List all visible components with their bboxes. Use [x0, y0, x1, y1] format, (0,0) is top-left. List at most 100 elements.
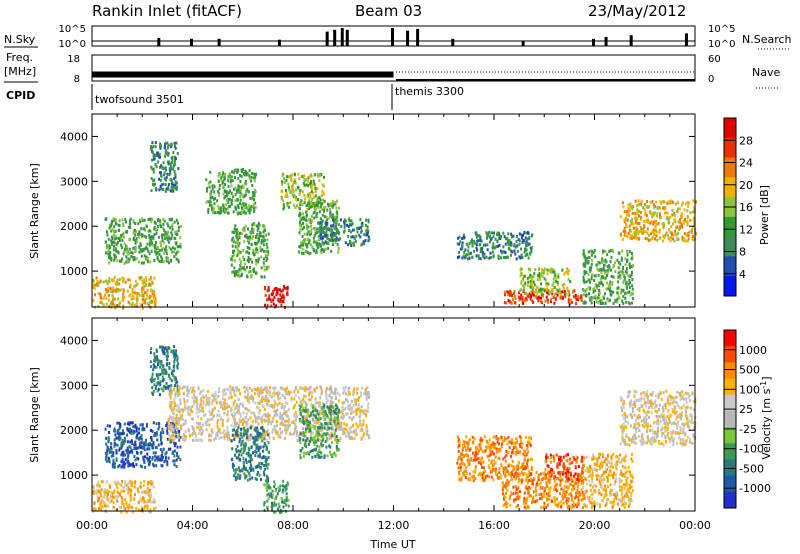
heatmap-cell [262, 230, 265, 234]
heatmap-cell [171, 155, 174, 159]
heatmap-cell [239, 264, 242, 267]
heatmap-cell [338, 420, 341, 424]
heatmap-cell [478, 256, 480, 260]
heatmap-cell [144, 235, 147, 239]
heatmap-cell [339, 436, 342, 440]
heatmap-cell [155, 241, 157, 245]
heatmap-cell [319, 243, 322, 246]
heatmap-cell [162, 345, 164, 349]
heatmap-cell [151, 167, 154, 171]
heatmap-cell [267, 399, 270, 403]
heatmap-cell [251, 171, 254, 175]
heatmap-cell [166, 437, 169, 441]
heatmap-cell [186, 385, 189, 389]
heatmap-cell [308, 206, 311, 210]
heatmap-cell [152, 507, 155, 511]
heatmap-cell [146, 258, 149, 261]
heatmap-cell [221, 407, 224, 411]
noise-bar [684, 33, 688, 46]
heatmap-cell [363, 392, 366, 396]
heatmap-cell [332, 218, 334, 222]
heatmap-cell [135, 301, 138, 305]
heatmap-cell [177, 409, 180, 413]
heatmap-cell [256, 241, 258, 245]
heatmap-cell [554, 273, 557, 277]
heatmap-cell [100, 494, 103, 498]
heatmap-cell [154, 187, 157, 190]
heatmap-cell [158, 152, 161, 156]
cpid-segment-1: twofsound 3501 [95, 93, 184, 106]
heatmap-cell [609, 282, 612, 286]
heatmap-cell [264, 253, 267, 257]
heatmap-cell [319, 198, 322, 202]
heatmap-cell [319, 217, 322, 221]
heatmap-cell [100, 480, 103, 484]
heatmap-cell [121, 222, 124, 226]
heatmap-cell [118, 218, 121, 222]
heatmap-cell [467, 245, 470, 249]
heatmap-cell [214, 211, 217, 215]
heatmap-cell [342, 391, 345, 395]
heatmap-cell [212, 197, 215, 201]
heatmap-cell [191, 417, 194, 421]
heatmap-cell [553, 301, 556, 305]
heatmap-cell [629, 281, 631, 285]
heatmap-cell [217, 190, 220, 194]
heatmap-cell [297, 185, 300, 189]
heatmap-cell [537, 299, 540, 303]
heatmap-cell [209, 170, 212, 174]
heatmap-cell [614, 270, 617, 273]
heatmap-cell [173, 377, 176, 381]
heatmap-cell [561, 290, 564, 294]
heatmap-cell [520, 271, 523, 275]
heatmap-cell [139, 464, 142, 468]
heatmap-cell [665, 217, 668, 221]
heatmap-cell [321, 219, 324, 223]
heatmap-cell [628, 279, 631, 282]
heatmap-cell [332, 417, 335, 421]
heatmap-cell [151, 372, 154, 376]
heatmap-cell [331, 215, 334, 219]
heatmap-cell [644, 212, 647, 216]
heatmap-cell [175, 392, 178, 396]
heatmap-cell [561, 268, 564, 272]
heatmap-cell [243, 194, 246, 198]
heatmap-cell [269, 386, 271, 390]
heatmap-cell [254, 392, 257, 396]
heatmap-cell [604, 302, 607, 305]
heatmap-cell [528, 242, 531, 246]
heatmap-cell [150, 249, 153, 253]
heatmap-cell [357, 406, 360, 410]
heatmap-cell [347, 400, 350, 404]
heatmap-cell [233, 187, 235, 191]
heatmap-cell [337, 399, 340, 403]
heatmap-cell [320, 392, 323, 396]
heatmap-cell [546, 268, 549, 272]
heatmap-cell [584, 262, 587, 266]
heatmap-cell [151, 151, 154, 155]
heatmap-cell [226, 429, 229, 433]
heatmap-cell [592, 250, 595, 254]
heatmap-cell [165, 363, 168, 367]
heatmap-cell [593, 274, 596, 278]
heatmap-cell [153, 295, 156, 299]
heatmap-cell [162, 350, 165, 354]
heatmap-cell [580, 294, 583, 298]
heatmap-cell [208, 400, 211, 404]
heatmap-cell [340, 410, 343, 414]
heatmap-cell [220, 176, 223, 180]
heatmap-cell [160, 442, 163, 446]
heatmap-cell [138, 441, 141, 445]
heatmap-cell [160, 435, 163, 439]
heatmap-cell [141, 505, 144, 509]
heatmap-cell [150, 380, 153, 384]
heatmap-cell [160, 183, 163, 187]
heatmap-cell [265, 391, 268, 395]
heatmap-cell [352, 424, 354, 428]
heatmap-cell [220, 436, 223, 439]
heatmap-cell [111, 463, 114, 467]
heatmap-cell [147, 284, 150, 288]
heatmap-cell [132, 219, 135, 223]
heatmap-cell [312, 211, 315, 215]
